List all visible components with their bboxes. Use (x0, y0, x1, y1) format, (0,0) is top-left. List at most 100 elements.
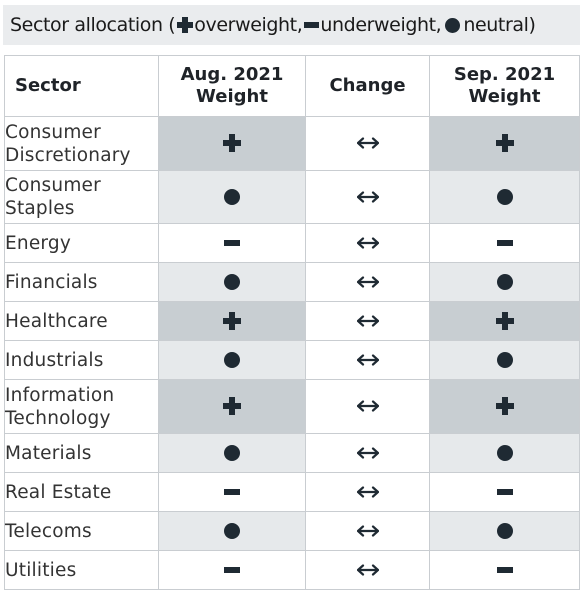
sep-weight-cell (429, 223, 580, 263)
dot-icon (224, 444, 240, 461)
double-arrow-icon (356, 276, 379, 288)
minus-icon (224, 239, 240, 246)
aug-weight-cell (158, 301, 306, 341)
sector-allocation-table: Sector Aug. 2021 Weight Change Sep. 2021… (4, 55, 580, 590)
plus-icon (223, 134, 241, 153)
sector-name: Telecoms (4, 511, 159, 551)
sector-name: Consumer Staples (4, 170, 159, 224)
sector-name: Energy (4, 223, 159, 263)
table-row: Telecoms (4, 511, 580, 551)
title-prefix: Sector allocation ( (10, 14, 176, 36)
sector-name: Real Estate (4, 472, 159, 512)
sector-allocation-title: Sector allocation ( overweight, underwei… (3, 5, 580, 45)
legend-neutral-label: neutral) (463, 14, 536, 36)
change-cell (305, 223, 430, 263)
aug-weight-cell (158, 511, 306, 551)
sep-weight-cell (429, 262, 580, 302)
minus-icon (496, 488, 513, 495)
sector-name: Information Technology (4, 379, 159, 434)
double-arrow-icon (356, 486, 379, 498)
change-cell (305, 511, 430, 551)
change-cell (305, 116, 430, 171)
plus-icon (223, 397, 241, 416)
double-arrow-icon (356, 237, 379, 249)
change-cell (305, 379, 430, 434)
dot-icon (224, 273, 240, 290)
sector-name: Financials (4, 262, 159, 302)
dot-icon (496, 188, 513, 205)
change-cell (305, 433, 430, 473)
minus-icon (496, 239, 513, 246)
dot-icon (224, 188, 240, 205)
plus-icon (495, 311, 514, 330)
double-arrow-icon (356, 191, 379, 203)
aug-weight-cell (158, 116, 306, 171)
sep-weight-cell (429, 116, 580, 171)
change-cell (305, 170, 430, 224)
sep-weight-cell (429, 301, 580, 341)
sep-weight-cell (429, 472, 580, 512)
minus-icon (304, 22, 320, 28)
aug-weight-cell (158, 223, 306, 263)
table-row: Energy (4, 223, 580, 263)
legend-overweight-label: overweight, (194, 14, 303, 36)
change-cell (305, 472, 430, 512)
sector-name: Consumer Discretionary (4, 116, 159, 171)
header-sector: Sector (4, 55, 159, 117)
dot-icon (224, 351, 240, 368)
minus-icon (224, 488, 240, 495)
aug-weight-cell (158, 472, 306, 512)
dot-icon (496, 444, 513, 461)
sep-weight-cell (429, 550, 580, 590)
double-arrow-icon (356, 315, 379, 327)
sep-weight-cell (429, 433, 580, 473)
double-arrow-icon (356, 400, 379, 412)
table-row: Consumer Staples (4, 170, 580, 224)
table-row: Industrials (4, 340, 580, 380)
table-row: Consumer Discretionary (4, 116, 580, 171)
double-arrow-icon (356, 525, 379, 537)
table-row: Utilities (4, 550, 580, 590)
table-row: Healthcare (4, 301, 580, 341)
change-cell (305, 550, 430, 590)
legend-underweight-label: underweight, (320, 14, 442, 36)
sector-name: Healthcare (4, 301, 159, 341)
dot-icon (496, 522, 513, 539)
header-aug-weight: Aug. 2021 Weight (158, 55, 306, 117)
dot-icon (224, 522, 240, 539)
sep-weight-cell (429, 170, 580, 224)
aug-weight-cell (158, 433, 306, 473)
sep-weight-cell (429, 340, 580, 380)
sector-name: Industrials (4, 340, 159, 380)
aug-weight-cell (158, 550, 306, 590)
plus-icon (223, 311, 241, 330)
double-arrow-icon (356, 564, 379, 576)
change-cell (305, 262, 430, 302)
sep-weight-cell (429, 379, 580, 434)
sector-name: Materials (4, 433, 159, 473)
sector-name: Utilities (4, 550, 159, 590)
double-arrow-icon (356, 354, 379, 366)
table-header-row: Sector Aug. 2021 Weight Change Sep. 2021… (4, 55, 580, 117)
plus-icon (177, 17, 194, 33)
dot-icon (445, 17, 461, 33)
plus-icon (495, 134, 514, 153)
header-change: Change (305, 55, 430, 117)
aug-weight-cell (158, 170, 306, 224)
table-row: Financials (4, 262, 580, 302)
aug-weight-cell (158, 379, 306, 434)
table-row: Real Estate (4, 472, 580, 512)
change-cell (305, 301, 430, 341)
table-row: Information Technology (4, 379, 580, 434)
change-cell (305, 340, 430, 380)
dot-icon (496, 273, 513, 290)
minus-icon (496, 566, 513, 573)
sep-weight-cell (429, 511, 580, 551)
table-row: Materials (4, 433, 580, 473)
aug-weight-cell (158, 340, 306, 380)
double-arrow-icon (356, 137, 379, 149)
table-body: Consumer Discretionary Consumer Staples En… (4, 116, 580, 590)
double-arrow-icon (356, 447, 379, 459)
plus-icon (495, 397, 514, 416)
aug-weight-cell (158, 262, 306, 302)
